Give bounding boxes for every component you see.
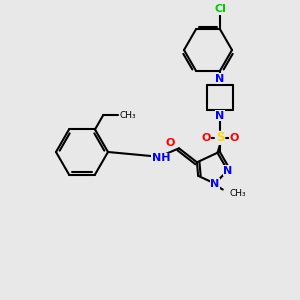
- Text: NH: NH: [152, 153, 170, 163]
- Text: N: N: [223, 166, 232, 176]
- Text: S: S: [216, 131, 224, 144]
- Text: CH₃: CH₃: [230, 189, 246, 198]
- Text: N: N: [215, 74, 225, 84]
- Text: O: O: [229, 133, 239, 143]
- Text: N: N: [210, 178, 219, 188]
- Text: O: O: [201, 133, 211, 143]
- Text: Cl: Cl: [214, 4, 226, 14]
- Text: CH₃: CH₃: [120, 111, 136, 120]
- Text: N: N: [215, 111, 225, 121]
- Text: O: O: [165, 138, 175, 148]
